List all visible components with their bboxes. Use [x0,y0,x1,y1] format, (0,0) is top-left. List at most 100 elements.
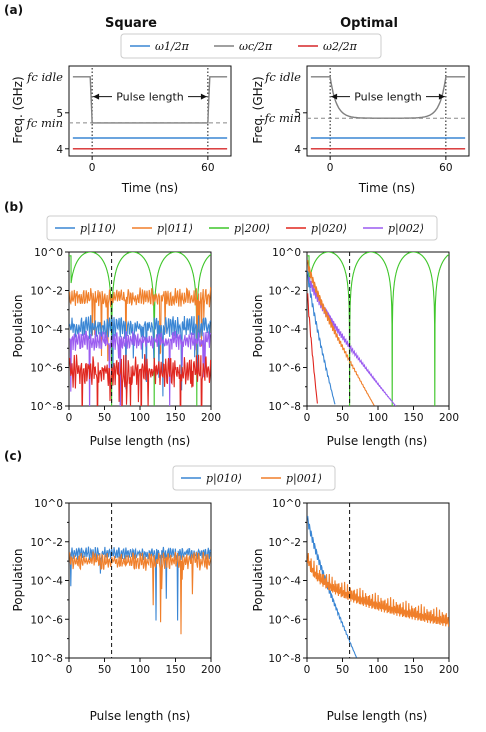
axes-frame [68,65,232,157]
x-tick-label: 200 [439,664,459,676]
x-tick-label: 0 [304,412,311,424]
y-tick-label: 5 [294,108,301,120]
pulse-label-bg [112,88,188,104]
series-p-001 [307,552,449,627]
y-tick-label: 10^0 [34,247,63,259]
x-tick-label: 0 [66,664,73,676]
legend-b: p|110⟩ p|011⟩ p|200⟩ p|020⟩ p|002⟩ [46,215,438,241]
axes-c-square: 10^0 10^-2 10^-4 10^-6 10^-80 50 100 150 200 [30,498,221,676]
series-p-020 [307,293,318,404]
y-tick-label: 10^0 [272,498,301,510]
fc-idle-label: fc idle [264,70,301,84]
ylabel-pop-b-square: Population [11,294,25,357]
series-p-200 [69,252,211,406]
axes-c-optimal: 10^0 10^-2 10^-4 10^-6 10^-80 50 100 150 200 [268,498,459,676]
axes-frame [306,65,470,157]
legend-label-p-010: p|010⟩ [206,472,242,486]
y-tick-label: 10^-8 [30,401,63,413]
y-tick-label: 10^-8 [268,401,301,413]
x-tick-label: 150 [403,412,423,424]
legend-label-1-2: ω1/2π [155,40,190,53]
xlabel-pulse-c-optimal: Pulse length (ns) [327,709,428,723]
ylabel-pop-c-optimal: Population [251,548,265,611]
fc-min-label: fc min [26,116,63,130]
ylabel-pop-b-optimal: Population [251,294,265,357]
series-p-001 [69,551,211,635]
title-optimal: Optimal [340,16,398,31]
axes-b-optimal: 10^0 10^-2 10^-4 10^-6 10^-80 50 100 150 200 [268,247,459,424]
y-tick-label: 10^-6 [30,363,63,375]
axes-a-optimal: 4 5 fc idle fc min 0 60 Pulse length [264,65,470,174]
legend-label-p-020: p|020⟩ [311,222,347,236]
legend-label-p-002: p|002⟩ [388,222,424,236]
y-tick-label: 10^-6 [30,614,63,626]
y-tick-label: 10^-8 [268,653,301,665]
legend-c: p|010⟩ p|001⟩ [172,465,336,491]
x-tick-label: 200 [201,664,221,676]
series-p-002 [307,272,397,406]
x-tick-label: 0 [327,162,334,174]
panel-label-c: (c) [4,449,22,463]
y-tick-label: 10^-8 [30,653,63,665]
y-tick-label: 10^-4 [268,576,301,588]
panel-label-a: (a) [4,3,23,17]
x-tick-label: 100 [130,664,150,676]
y-tick-label: 10^-2 [268,537,301,549]
y-tick-label: 5 [56,108,63,120]
legend-a: ω1/2π ωc/2π ω2/2π [120,33,382,59]
plot-area [69,252,211,406]
y-tick-label: 10^0 [34,498,63,510]
series-p-010 [69,546,211,621]
ylabel-pop-c-square: Population [11,548,25,611]
pulse-length-label: Pulse length [116,91,184,104]
pulse-arrowhead-left [93,93,100,100]
x-tick-label: 50 [336,412,349,424]
x-tick-label: 150 [165,664,185,676]
x-tick-label: 150 [403,664,423,676]
y-tick-label: 4 [56,144,63,156]
axes-frame [68,502,212,659]
y-tick-label: 10^-4 [268,324,301,336]
plot-area [69,546,211,635]
axes-a-square: 4 5 fc idle fc min 0 60 Pulse length [26,65,232,174]
legend-label-p-001: p|001⟩ [286,472,322,486]
fc-min-label: fc min [264,111,301,125]
xlabel-pulse-b-square: Pulse length (ns) [90,434,191,448]
y-tick-label: 10^-2 [30,537,63,549]
title-square: Square [105,16,157,31]
y-tick-label: 10^-4 [30,324,63,336]
legend-label-c-2: ωc/2π [239,40,273,53]
series-p-011 [69,287,211,368]
legend-label-2-2: ω2/2π [323,40,358,53]
pulse-arrowhead-right [200,93,207,100]
ylabel-freq-square: Freq. (GHz) [11,76,25,143]
y-tick-label: 10^0 [272,247,301,259]
fc-idle-label: fc idle [26,70,63,84]
pulse-label-bg [350,88,426,104]
series-p-110 [307,271,336,405]
pulse-arrowhead-left [331,93,338,100]
plot-area [307,252,449,406]
x-tick-label: 0 [89,162,96,174]
pulse-arrowhead-right [438,93,445,100]
series-p-002 [69,330,211,406]
x-tick-label: 50 [98,664,111,676]
x-tick-label: 200 [201,412,221,424]
x-tick-label: 60 [439,162,452,174]
xlabel-pulse-c-square: Pulse length (ns) [90,709,191,723]
series-p-010 [307,515,358,658]
y-tick-label: 10^-6 [268,363,301,375]
y-tick-label: 4 [294,144,301,156]
series-p-011 [307,259,375,406]
x-tick-label: 100 [368,412,388,424]
x-tick-label: 60 [201,162,214,174]
series-p-020 [69,354,211,406]
x-tick-label: 50 [98,412,111,424]
legend-label-p-110: p|110⟩ [80,222,116,236]
axes-b-square: 10^0 10^-2 10^-4 10^-6 10^-80 50 100 150 200 [30,247,221,424]
y-tick-label: 10^-2 [30,286,63,298]
x-tick-label: 0 [304,664,311,676]
series-p-110 [69,315,211,397]
axes-frame [306,502,450,659]
